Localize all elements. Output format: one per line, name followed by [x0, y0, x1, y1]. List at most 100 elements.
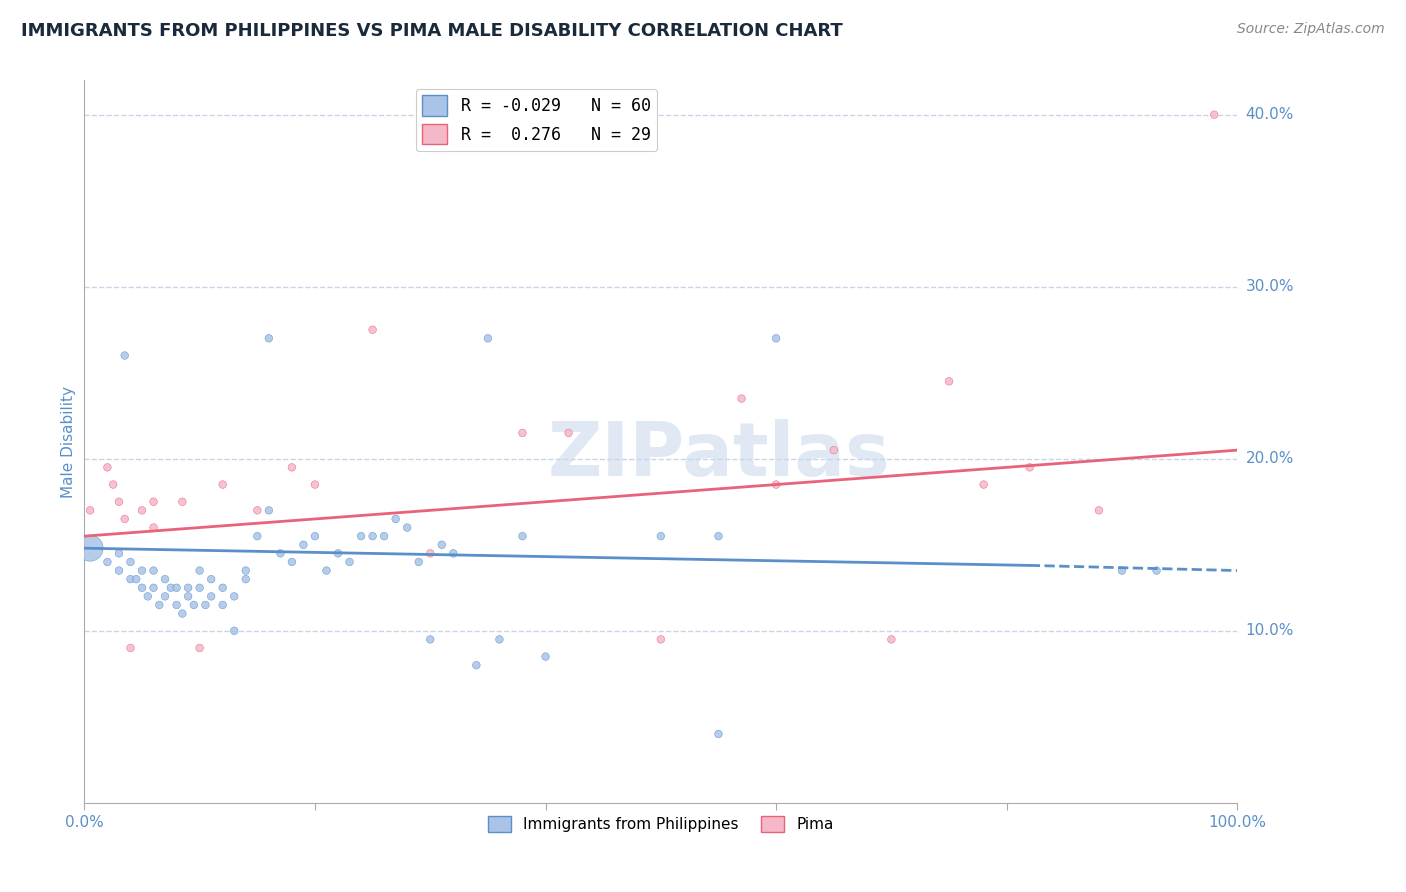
Point [235, 564, 257, 578]
Point [477, 331, 499, 345]
Point [79, 503, 101, 517]
Text: 20.0%: 20.0% [1246, 451, 1294, 467]
Point [350, 529, 373, 543]
Point [257, 331, 280, 345]
Point [384, 512, 406, 526]
Point [108, 494, 131, 508]
Point [142, 581, 165, 595]
Point [408, 555, 430, 569]
Point [430, 538, 453, 552]
Text: 10.0%: 10.0% [1246, 624, 1294, 639]
Point [650, 529, 672, 543]
Point [96, 555, 118, 569]
Point [166, 598, 188, 612]
Point [512, 529, 534, 543]
Point [488, 632, 510, 647]
Point [224, 624, 246, 638]
Point [108, 564, 131, 578]
Text: 30.0%: 30.0% [1246, 279, 1294, 294]
Point [823, 443, 845, 458]
Point [281, 460, 304, 475]
Point [765, 477, 787, 491]
Point [153, 572, 176, 586]
Point [172, 607, 194, 621]
Point [880, 632, 903, 647]
Point [315, 564, 337, 578]
Point [339, 555, 361, 569]
Point [257, 503, 280, 517]
Point [650, 632, 672, 647]
Point [200, 572, 222, 586]
Legend: Immigrants from Philippines, Pima: Immigrants from Philippines, Pima [482, 810, 839, 838]
Point [120, 555, 142, 569]
Text: Source: ZipAtlas.com: Source: ZipAtlas.com [1237, 22, 1385, 37]
Point [938, 375, 960, 389]
Point [188, 564, 211, 578]
Point [183, 598, 205, 612]
Point [211, 581, 233, 595]
Point [1111, 564, 1133, 578]
Point [142, 494, 165, 508]
Point [142, 564, 165, 578]
Point [534, 649, 557, 664]
Text: ZIPatlas: ZIPatlas [547, 419, 890, 492]
Point [557, 425, 579, 440]
Point [125, 572, 148, 586]
Point [120, 640, 142, 655]
Point [211, 598, 233, 612]
Point [1146, 564, 1168, 578]
Point [188, 640, 211, 655]
Point [246, 529, 269, 543]
Point [142, 520, 165, 534]
Point [419, 546, 441, 560]
Point [419, 632, 441, 647]
Point [177, 581, 200, 595]
Point [79, 541, 101, 556]
Point [114, 349, 136, 363]
Point [160, 581, 183, 595]
Point [177, 590, 200, 604]
Point [1018, 460, 1040, 475]
Point [361, 529, 384, 543]
Point [304, 529, 326, 543]
Point [103, 477, 124, 491]
Point [707, 529, 730, 543]
Point [465, 658, 488, 673]
Point [172, 494, 194, 508]
Point [304, 477, 326, 491]
Y-axis label: Male Disability: Male Disability [60, 385, 76, 498]
Point [224, 590, 246, 604]
Point [326, 546, 349, 560]
Point [1204, 108, 1226, 122]
Text: 40.0%: 40.0% [1246, 107, 1294, 122]
Point [1088, 503, 1111, 517]
Point [246, 503, 269, 517]
Point [292, 538, 315, 552]
Point [131, 503, 153, 517]
Point [131, 581, 153, 595]
Point [373, 529, 395, 543]
Point [512, 425, 534, 440]
Point [194, 598, 217, 612]
Point [153, 590, 176, 604]
Point [108, 546, 131, 560]
Point [166, 581, 188, 595]
Point [396, 520, 419, 534]
Point [200, 590, 222, 604]
Point [765, 331, 787, 345]
Point [281, 555, 304, 569]
Point [131, 564, 153, 578]
Point [120, 572, 142, 586]
Point [730, 392, 752, 406]
Point [136, 590, 159, 604]
Point [235, 572, 257, 586]
Point [148, 598, 170, 612]
Point [114, 512, 136, 526]
Point [211, 477, 233, 491]
Point [269, 546, 291, 560]
Point [441, 546, 464, 560]
Point [973, 477, 995, 491]
Point [707, 727, 730, 741]
Point [188, 581, 211, 595]
Point [96, 460, 118, 475]
